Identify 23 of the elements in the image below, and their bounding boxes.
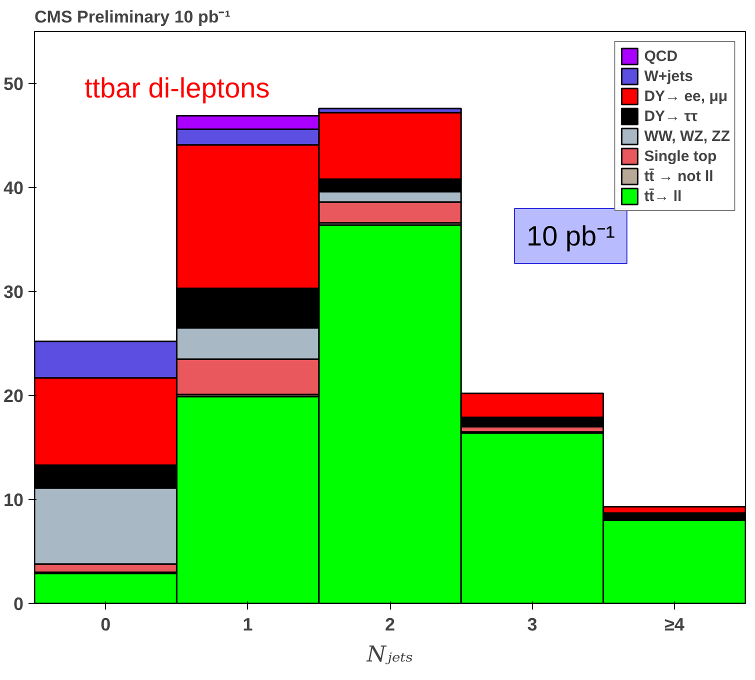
y-tick-label: 10 [3,490,24,510]
legend-label: tt̄→ ll [644,186,682,206]
legend-label: WW, WZ, ZZ [644,126,730,146]
annotation: 10 pb⁻¹ [526,220,615,252]
x-tick-label: 3 [527,614,538,634]
legend-label: W+jets [644,66,693,86]
x-tick-label: 0 [100,614,111,634]
y-tick-label: 20 [3,386,24,406]
legend-label: DY→ ee, μμ [644,86,728,106]
legend-label: Single top [644,146,717,166]
annotation: ttbar di-leptons [84,72,270,104]
x-tick-label: 2 [384,614,396,634]
chart-title: CMS Preliminary 10 pb⁻¹ [34,8,231,26]
x-tick-label: 1 [242,614,253,634]
x-axis-title: Nⱼₑₜₛ [366,642,414,668]
legend-label: DY→ ττ [644,106,698,126]
x-tick-label: ≥4 [664,614,684,634]
legend-label: tt̄ → not ll [644,166,714,186]
y-tick-label: 40 [3,178,24,198]
legend-label: QCD [644,46,678,66]
y-tick-label: 50 [3,74,24,94]
y-tick-label: 30 [3,282,24,302]
y-tick-label: 0 [13,594,24,614]
